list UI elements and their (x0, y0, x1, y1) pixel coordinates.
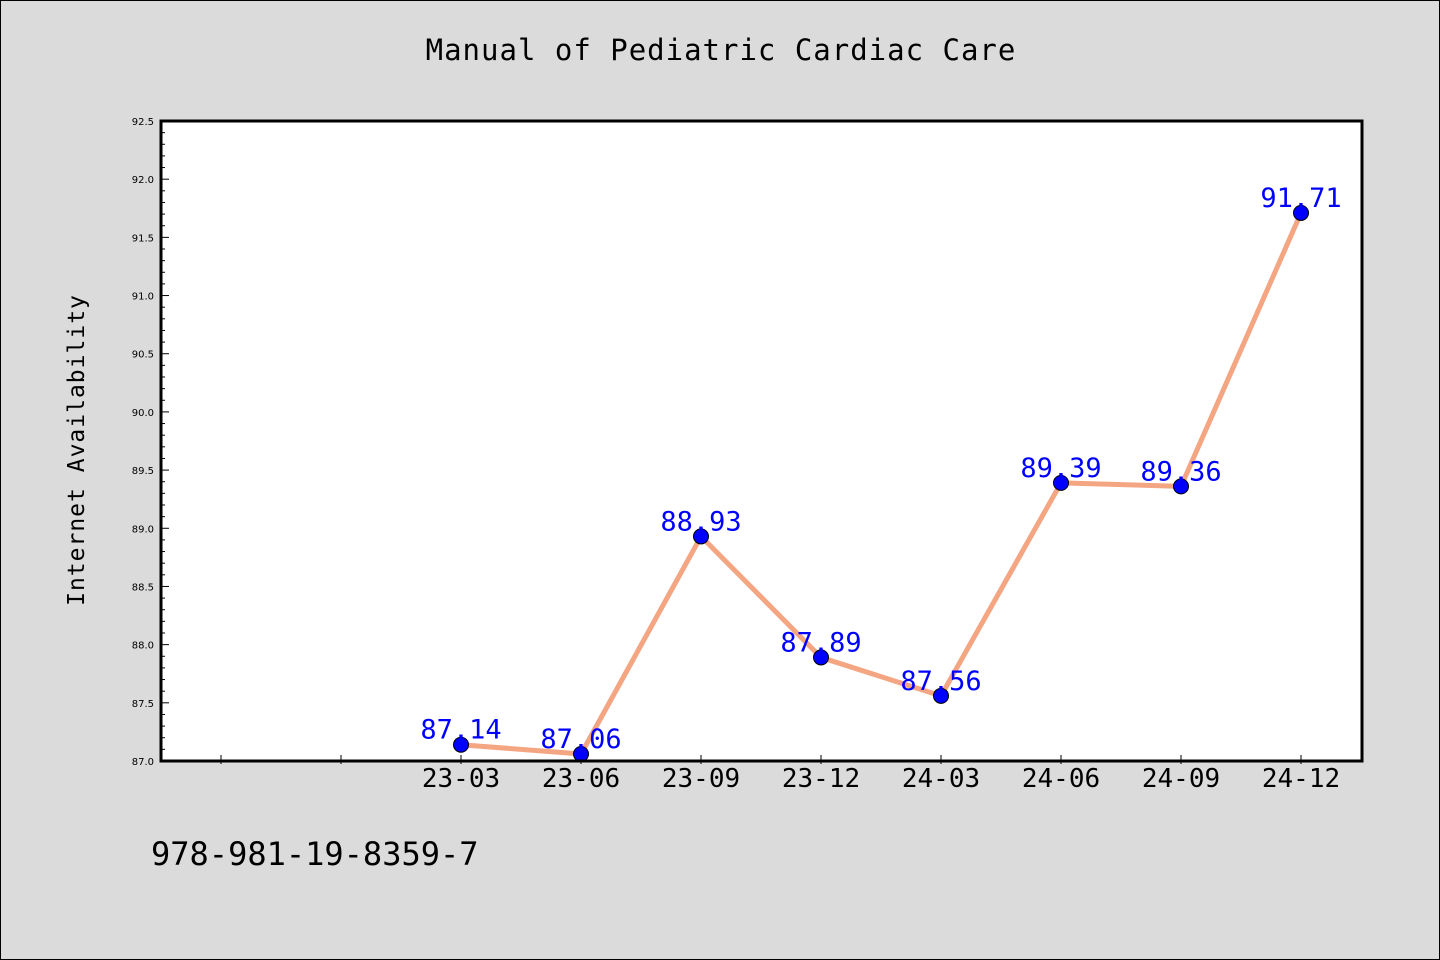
y-tick-label: 91.0 (132, 292, 154, 303)
plot-frame (159, 119, 1364, 763)
data-point (693, 528, 709, 545)
y-tick-label: 87.5 (132, 699, 154, 710)
y-tick-label: 90.5 (132, 350, 154, 361)
x-tick-label: 24-09 (1142, 764, 1220, 794)
series-line (458, 210, 1304, 757)
chart-title: Manual of Pediatric Cardiac Care (425, 33, 1017, 67)
data-label: 87.06 (540, 724, 621, 755)
x-tick-label: 23-03 (422, 764, 500, 794)
data-point (453, 736, 469, 753)
data-point (1053, 474, 1069, 491)
x-tick-label: 24-06 (1022, 764, 1100, 794)
data-point (933, 687, 949, 704)
x-tick-label: 23-12 (782, 764, 860, 794)
y-tick-label: 91.5 (132, 233, 154, 244)
data-point (813, 649, 829, 666)
x-tick-label: 23-09 (662, 764, 740, 794)
y-tick-label: 88.0 (132, 641, 154, 652)
y-tick-label: 89.0 (132, 524, 154, 535)
data-label: 88.93 (660, 506, 741, 537)
data-label: 89.39 (1020, 453, 1101, 484)
data-label: 89.36 (1140, 456, 1221, 487)
y-tick-label: 87.0 (132, 757, 154, 768)
data-label: 87.14 (420, 715, 501, 746)
isbn-text: 978-981-19-8359-7 (151, 835, 479, 873)
data-label: 87.56 (900, 666, 981, 697)
data-point (1173, 478, 1189, 495)
plot-background (161, 121, 1362, 761)
x-tick-label: 24-03 (902, 764, 980, 794)
y-tick-label: 92.0 (132, 175, 154, 186)
y-tick-label: 90.0 (132, 408, 154, 419)
data-label: 87.89 (780, 627, 861, 658)
y-tick-label: 88.5 (132, 582, 154, 593)
data-point (1293, 204, 1309, 221)
y-tick-label: 92.5 (132, 117, 154, 128)
x-tick-label: 23-06 (542, 764, 620, 794)
x-tick-label: 24-12 (1262, 764, 1340, 794)
y-tick-label: 89.5 (132, 466, 154, 477)
data-label: 91.71 (1260, 183, 1341, 214)
